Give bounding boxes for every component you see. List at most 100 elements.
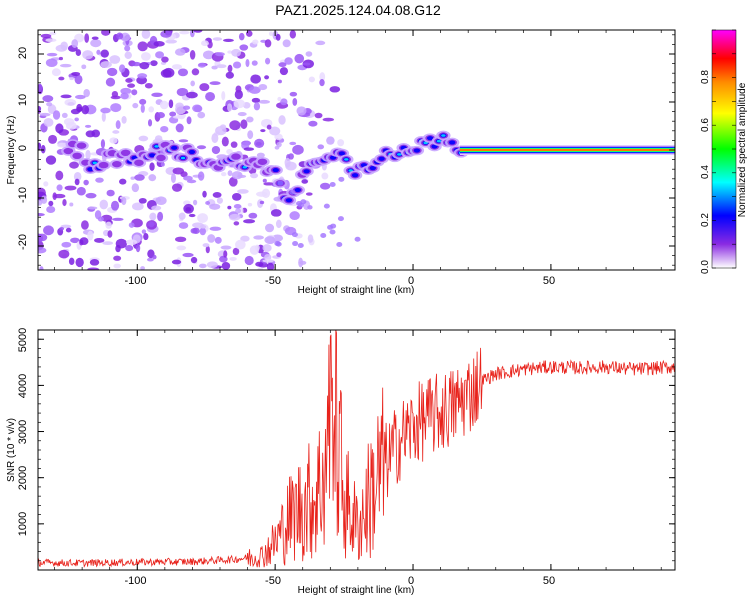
spectrogram-noise-cell xyxy=(172,167,185,175)
y-tick-label: 10 xyxy=(17,94,29,106)
spectrogram-noise-cell xyxy=(257,267,264,270)
spectrogram-noise-cell xyxy=(216,197,223,204)
spectrogram-noise-cell xyxy=(255,261,264,267)
spectrogram-noise-cell xyxy=(90,39,102,48)
spectrogram-noise-cell xyxy=(46,52,58,57)
spectrogram-noise-cell xyxy=(262,178,267,183)
spectrogram-noise-cell xyxy=(212,37,223,41)
spectrogram-noise-cell xyxy=(174,48,186,56)
spectrogram-noise-cell xyxy=(140,52,151,61)
spectrogram-noise-cell xyxy=(190,80,195,87)
spectrogram-noise-cell xyxy=(69,161,79,169)
spectrogram-noise-cell xyxy=(171,183,183,192)
spectrogram-noise-cell xyxy=(118,64,126,73)
spectrogram-noise-cell xyxy=(58,76,65,81)
spectrogram-noise-cell xyxy=(127,83,136,88)
spectrogram-noise-cell xyxy=(175,123,184,133)
spectrogram-noise-cell xyxy=(268,31,273,37)
spectrogram-noise-cell xyxy=(69,76,74,81)
spectrogram-noise-cell xyxy=(275,219,282,229)
spectrogram-noise-cell xyxy=(289,211,300,220)
x-tick-label: 0 xyxy=(408,275,414,287)
spectrogram-noise-cell xyxy=(288,153,294,160)
spectrogram-noise-cell xyxy=(183,175,193,181)
y-tick-label: 1000 xyxy=(17,512,29,536)
spectrogram-noise-cell xyxy=(94,237,105,243)
spectrogram-noise-cell xyxy=(190,227,198,234)
spectrogram-noise-cell xyxy=(43,181,49,187)
colorbar-ticks xyxy=(712,29,736,269)
spectrogram-noise-cell xyxy=(48,134,58,144)
spectrogram-noise-cell xyxy=(83,88,90,98)
spectrogram-noise-cell xyxy=(259,200,265,205)
snr-x-axis-label: Height of straight line (km) xyxy=(298,585,415,596)
spectrogram-noise-cell xyxy=(307,205,313,210)
spectrogram-noise-cell xyxy=(292,144,304,155)
spectrogram-x-axis-label: Height of straight line (km) xyxy=(298,285,415,296)
spectrogram-noise-cell xyxy=(238,32,245,41)
spectrogram-noise-cell xyxy=(149,212,157,221)
spectrogram-noise-cell xyxy=(229,256,237,261)
spectrogram-noise-cell xyxy=(284,57,293,65)
spectrogram-noise-cell xyxy=(264,75,270,80)
colorbar-label: Normalized spectral amplitude xyxy=(737,82,748,217)
spectrogram-noise-cell xyxy=(253,235,264,240)
spectrogram-noise-cell xyxy=(62,198,67,207)
spectrogram-noise-cell xyxy=(39,266,44,270)
spectrogram-noise-cell xyxy=(235,239,246,250)
spectrogram-noise-cell xyxy=(254,138,265,148)
spectrogram-noise-cell xyxy=(89,258,100,266)
spectrogram-noise-cell xyxy=(182,105,191,110)
spectrogram-ridge-cell xyxy=(448,140,456,145)
spectrogram-noise-cell xyxy=(81,104,90,115)
spectrogram-noise-cell xyxy=(161,56,169,63)
spectrogram-noise-cell xyxy=(243,147,255,151)
spectrogram-noise-cell xyxy=(171,259,182,265)
spectrogram-noise-cell xyxy=(139,98,147,105)
spectrogram-ridge-cell xyxy=(320,233,327,239)
spectrogram-noise-cell xyxy=(193,105,203,113)
spectrogram-noise-cell xyxy=(106,189,115,197)
spectrogram-ridge-cell xyxy=(291,232,298,238)
spectrogram-noise-cell xyxy=(269,126,281,136)
x-tick-label: -100 xyxy=(124,275,146,287)
spectrogram-noise-cell xyxy=(141,229,147,234)
spectrogram-noise-cell xyxy=(237,112,247,117)
spectrogram-noise-cell xyxy=(182,252,194,258)
spectrogram-noise-cell xyxy=(245,30,253,37)
spectrogram-noise-cell xyxy=(57,142,68,148)
spectrogram-ridge-cell xyxy=(329,229,336,235)
spectrogram-noise-cell xyxy=(76,186,86,196)
spectrogram-noise-cell xyxy=(85,192,97,199)
spectrogram-noise-cell xyxy=(199,83,210,92)
spectrogram-noise-cell xyxy=(265,57,271,65)
x-tick-label: 50 xyxy=(543,575,555,587)
spectrogram-noise-cell xyxy=(193,30,203,33)
spectrogram-noise-cell xyxy=(314,112,323,119)
spectrogram-noise-cell xyxy=(84,124,92,128)
spectrogram-noise-cell xyxy=(110,95,121,100)
spectrogram-noise-cell xyxy=(321,172,329,180)
spectrogram-noise-cell xyxy=(227,103,233,112)
spectrogram-noise-cell xyxy=(134,174,145,181)
spectrogram-noise-cell xyxy=(100,214,113,222)
spectrogram-noise-cell xyxy=(45,58,58,68)
snr-ticks xyxy=(38,330,675,570)
spectrogram-noise-cell xyxy=(100,49,109,58)
spectrogram-noise-cell xyxy=(233,221,240,226)
spectrogram-noise-cell xyxy=(258,84,268,91)
snr-panel: -100 -50 0 50 1000 2000 3000 4000 5000 H… xyxy=(6,328,676,596)
spectrogram-noise-cell xyxy=(144,83,153,89)
spectrogram-noise-cell xyxy=(55,170,64,181)
y-tick-label: -10 xyxy=(17,187,29,203)
spectrogram-noise-cell xyxy=(186,91,198,99)
spectrogram-noise-cell xyxy=(148,106,155,113)
spectrogram-noise-cell xyxy=(274,145,280,150)
spectrogram-noise-cell xyxy=(209,226,222,231)
spectrogram-noise-cell xyxy=(207,234,216,243)
spectrogram-noise-cell xyxy=(96,49,101,55)
spectrogram-noise-cell xyxy=(215,125,227,136)
spectrogram-noise-cell xyxy=(150,60,158,67)
spectrogram-y-tick-labels: -20 -10 0 10 20 xyxy=(17,47,29,250)
spectrogram-noise-cell xyxy=(270,209,282,217)
